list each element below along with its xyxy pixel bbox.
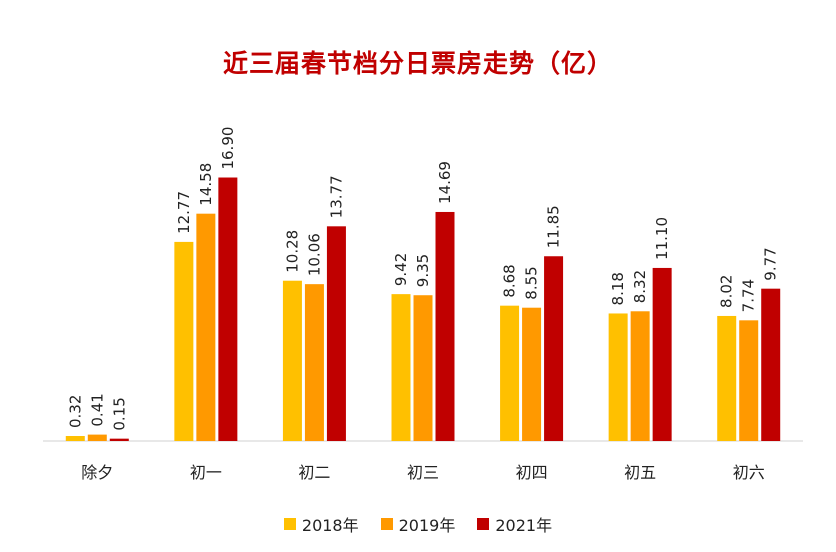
legend-label-2021: 2021年 <box>495 516 553 535</box>
data-label: 0.41 <box>88 393 106 426</box>
x-tick-label: 初一 <box>190 463 222 482</box>
bar-2021年-初三 <box>435 211 455 441</box>
data-label: 8.68 <box>501 264 519 297</box>
bar-2021年-初四 <box>544 256 564 441</box>
bar-2019年-初一 <box>196 213 216 441</box>
bar-2021年-除夕 <box>109 438 129 441</box>
x-tick-label: 初五 <box>624 463 656 482</box>
bar-2019年-初五 <box>630 311 650 441</box>
data-label: 9.35 <box>414 254 432 287</box>
data-label: 10.28 <box>283 230 301 273</box>
legend-label-2018: 2018年 <box>301 516 359 535</box>
data-label: 0.15 <box>110 397 128 430</box>
x-tick-label: 初三 <box>407 463 439 482</box>
data-label: 14.69 <box>436 161 454 204</box>
bar-2018年-初一 <box>174 241 194 441</box>
bar-2018年-初三 <box>391 294 411 441</box>
data-label: 11.85 <box>545 205 563 248</box>
legend-item-2021: 2021年 <box>477 512 552 536</box>
data-label: 14.58 <box>197 163 215 206</box>
legend-item-2018: 2018年 <box>283 512 359 536</box>
data-label: 9.77 <box>762 247 780 280</box>
legend-swatch-2018 <box>283 518 296 530</box>
bar-2018年-除夕 <box>65 436 85 441</box>
x-tick-label: 初六 <box>733 463 765 482</box>
bar-2019年-除夕 <box>87 434 107 441</box>
data-label: 0.32 <box>66 395 84 428</box>
bar-2021年-初五 <box>652 267 672 441</box>
bar-2021年-初一 <box>218 177 238 441</box>
legend-label-2019: 2019年 <box>398 516 456 535</box>
bar-2019年-初四 <box>522 307 542 441</box>
x-tick-label: 初四 <box>516 463 548 482</box>
legend: 2018年 2019年 2021年 <box>0 512 836 536</box>
data-label: 13.77 <box>327 175 345 218</box>
chart-title: 近三届春节档分日票房走势（亿） <box>222 49 613 78</box>
x-tick-label: 除夕 <box>81 463 113 482</box>
data-label: 8.55 <box>523 266 541 299</box>
bar-2018年-初五 <box>608 313 628 441</box>
data-label: 10.06 <box>305 233 323 276</box>
bar-2019年-初六 <box>739 320 759 441</box>
legend-swatch-2019 <box>380 518 393 530</box>
data-label: 8.02 <box>718 275 736 308</box>
data-label: 11.10 <box>653 217 671 260</box>
data-label: 9.42 <box>392 253 410 286</box>
data-label: 12.77 <box>175 191 193 234</box>
x-tick-label: 初二 <box>298 463 330 482</box>
data-label: 7.74 <box>740 279 758 312</box>
bar-2018年-初六 <box>717 315 737 441</box>
bar-2021年-初二 <box>326 226 346 441</box>
bar-2018年-初四 <box>500 305 520 441</box>
legend-swatch-2021 <box>477 518 490 530</box>
data-label: 8.32 <box>631 270 649 303</box>
legend-item-2019: 2019年 <box>380 512 456 536</box>
data-label: 8.18 <box>609 272 627 305</box>
bar-2021年-初六 <box>761 288 781 441</box>
bar-2019年-初三 <box>413 295 433 441</box>
bar-2019年-初二 <box>304 284 324 441</box>
data-label: 16.90 <box>219 127 237 170</box>
bar-2018年-初二 <box>282 280 302 441</box>
